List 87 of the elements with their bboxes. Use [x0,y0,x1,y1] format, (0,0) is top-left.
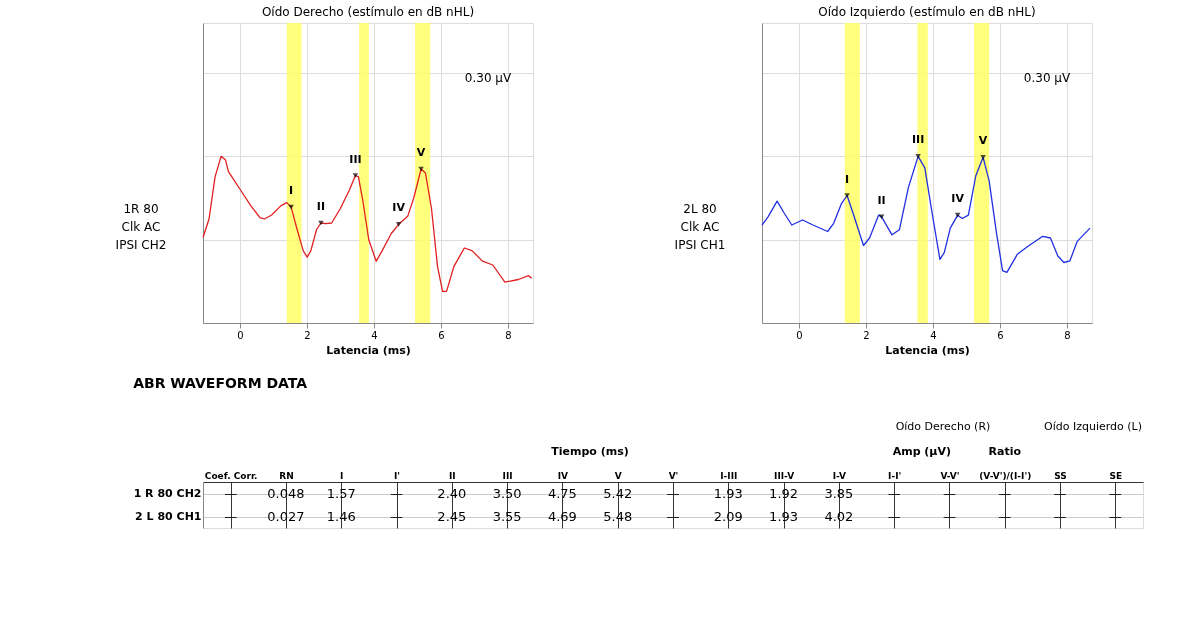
text: 3.55 [492,508,522,524]
text: 1.92 [769,485,799,501]
x-tick-label: 6 [438,329,445,341]
text: 4.02 [824,508,854,524]
x-tick-label: 2 [304,329,311,341]
text: 2.45 [437,508,467,524]
text: 3.85 [824,485,854,501]
text: — [942,508,956,524]
text: 1.93 [713,485,743,501]
text: — [1053,508,1067,524]
category-label: SS [1054,470,1067,481]
text: 0.30 µV [464,71,512,85]
text: 3.50 [492,485,522,501]
annotation: II [316,200,326,213]
category-label: I' [393,470,401,481]
text: 1R 80 Clk AC IPSI CH2 [115,202,167,252]
category-label: RN [279,470,294,481]
text: — [390,508,404,524]
text: 4.69 [547,508,577,524]
category-label: I-V [832,470,847,481]
annotation: IV [951,192,965,206]
text: — [390,485,404,501]
text: 1.46 [326,508,356,524]
text: 5.48 [603,508,633,524]
text: — [1108,485,1122,501]
x-axis-title: Latencia (ms) [885,343,970,357]
category-label: I [340,470,344,481]
x-tick-label: 8 [505,329,512,341]
annotation: V [978,134,988,148]
category-label: V' [668,470,679,481]
text: — [1108,508,1122,524]
chart-title: Oído Izquierdo (estímulo en dB nHL) [818,5,1036,19]
category-label: (V-V')/(I-I') [979,470,1032,481]
chart-title: Oído Derecho (estímulo en dB nHL) [261,5,475,19]
text: 4.75 [547,485,577,501]
x-tick-label: 0 [796,329,803,341]
text: — [887,485,901,501]
text: — [942,485,956,501]
x-tick-label: 8 [1064,329,1071,341]
text: 2.09 [713,508,743,524]
text: 1.57 [326,485,356,501]
category-label: III-V [774,470,795,481]
text: Ratio [988,445,1022,458]
text: — [1053,485,1067,501]
x-tick-label: 0 [237,329,244,341]
text: 2L 80 Clk AC IPSI CH1 [674,202,726,252]
text: — [998,508,1012,524]
annotation: IV [392,201,406,215]
text: Oído Izquierdo (L) [1044,420,1142,433]
x-tick-label: 6 [997,329,1004,341]
text: Oído Derecho (R) [895,420,991,433]
x-tick-label: 2 [863,329,870,341]
x-axis-title: Latencia (ms) [326,343,411,357]
category-label: II [448,470,456,481]
category-label: SE [1109,470,1123,481]
text: 5.42 [603,485,633,501]
category-label: IV [557,470,569,481]
category-label: III [502,470,513,481]
text: — [666,508,680,524]
annotation: V [416,146,426,159]
text: — [666,485,680,501]
text: Amp (µV) [892,445,951,458]
x-tick-label: 4 [930,329,937,341]
text: Tiempo (ms) [551,445,629,458]
text: — [887,508,901,524]
category-label: V [614,470,622,481]
x-tick-label: 4 [371,329,378,341]
text: ABR WAVEFORM DATA [133,375,308,391]
category-label: I-III [720,470,738,481]
text: 0.30 µV [1023,71,1071,85]
category-label: I-I' [888,470,902,481]
text: — [224,508,238,524]
category-label: 2 L 80 CH1 [135,510,202,523]
text: 1.93 [769,508,799,524]
text: — [998,485,1012,501]
annotation: I [845,172,850,186]
text: — [224,485,238,501]
annotation: II [877,193,886,207]
category-label: V-V' [940,470,960,481]
text: 0.048 [267,485,305,501]
text: 2.40 [437,485,467,501]
category-label: 1 R 80 CH2 [133,487,202,500]
category-label: Coef. Corr. [204,470,258,481]
annotation: I [289,184,294,198]
annotation: III [349,152,362,166]
annotation: III [911,133,925,147]
text: 0.027 [267,508,305,524]
